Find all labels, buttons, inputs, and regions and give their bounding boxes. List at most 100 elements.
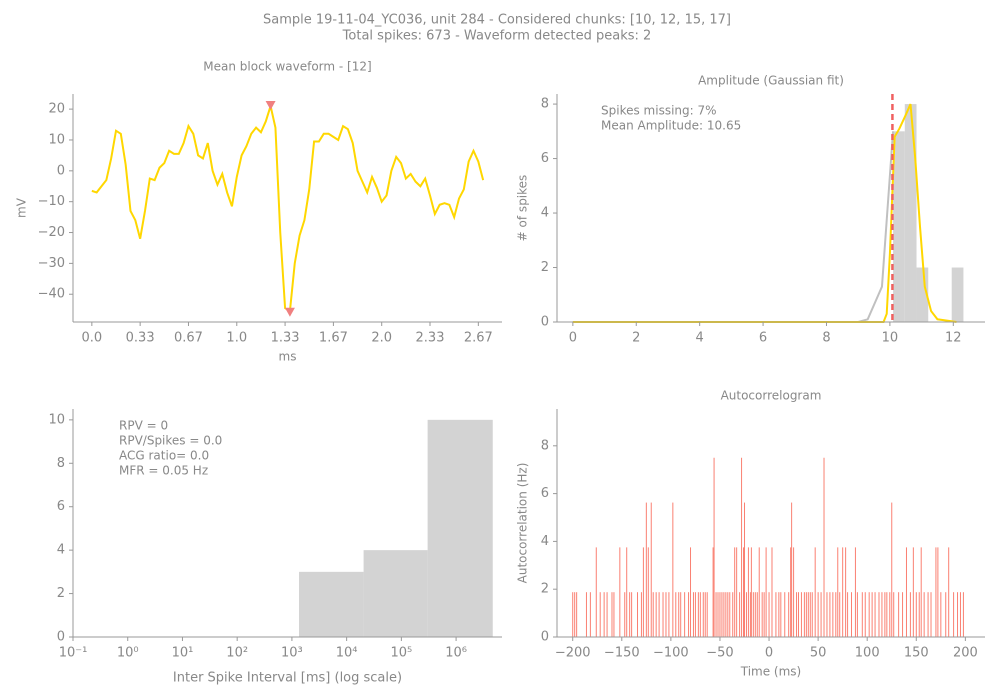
bar xyxy=(835,592,837,637)
y-tick-label: 4 xyxy=(541,206,549,221)
bar xyxy=(750,547,752,637)
bar xyxy=(706,592,708,637)
bar xyxy=(723,592,725,637)
bar xyxy=(800,592,802,637)
x-tick-label: 2.0 xyxy=(371,331,392,346)
bar xyxy=(684,592,686,637)
bar xyxy=(680,592,682,637)
x-tick-label: 10⁴ xyxy=(336,646,358,661)
bar xyxy=(902,592,904,637)
bar xyxy=(589,592,591,637)
histogram-bar xyxy=(299,571,364,637)
bar xyxy=(948,547,950,637)
y-tick-label: −10 xyxy=(38,194,65,209)
x-tick-label: 6 xyxy=(759,331,767,346)
y-tick-label: −40 xyxy=(38,287,65,302)
y-tick-label: 6 xyxy=(541,151,549,166)
bar xyxy=(721,592,723,637)
bar xyxy=(791,502,793,637)
bar xyxy=(768,592,770,637)
x-tick-label: 1.0 xyxy=(226,331,247,346)
x-tick-label: 10⁶ xyxy=(445,646,467,661)
bar xyxy=(647,547,649,637)
x-tick-label: 0.33 xyxy=(126,331,155,346)
y-tick-label: 8 xyxy=(541,438,549,453)
bar xyxy=(920,547,922,637)
bar xyxy=(732,592,734,637)
x-tick-label: 10² xyxy=(226,646,248,661)
bar xyxy=(927,592,929,637)
y-tick-label: 0 xyxy=(57,630,65,645)
bar xyxy=(881,592,883,637)
bar xyxy=(624,592,626,637)
x-axis-label: Time (ms) xyxy=(740,665,802,679)
bar xyxy=(953,592,955,637)
x-tick-label: 2.33 xyxy=(416,331,445,346)
bar xyxy=(893,592,895,637)
bar xyxy=(864,592,866,637)
peak-marker xyxy=(265,101,276,111)
bar xyxy=(891,502,893,637)
x-tick-label: 200 xyxy=(953,646,978,661)
bar xyxy=(878,592,880,637)
x-tick-label: 10¹ xyxy=(172,646,194,661)
bar xyxy=(729,592,731,637)
bar xyxy=(658,592,660,637)
y-tick-label: −20 xyxy=(38,225,65,240)
bar xyxy=(758,547,760,637)
x-tick-label: 0.0 xyxy=(81,331,102,346)
x-tick-label: 0 xyxy=(765,646,773,661)
bar xyxy=(629,592,631,637)
chart-title: Amplitude (Gaussian fit) xyxy=(698,74,844,88)
annotation: RPV = 0 xyxy=(119,419,168,433)
bar xyxy=(854,547,856,637)
y-tick-label: 10 xyxy=(48,132,65,147)
peak-marker xyxy=(284,307,295,317)
bar xyxy=(744,502,746,637)
bar xyxy=(889,592,891,637)
histogram-bar xyxy=(893,131,905,322)
bar xyxy=(606,592,608,637)
x-tick-label: 10⁻¹ xyxy=(59,646,88,661)
bar xyxy=(788,592,790,637)
bar xyxy=(820,592,822,637)
bar xyxy=(940,592,942,637)
bar xyxy=(771,547,773,637)
bar xyxy=(688,592,690,637)
y-tick-label: −30 xyxy=(38,256,65,271)
x-tick-label: 1.33 xyxy=(271,331,300,346)
annotation: Mean Amplitude: 10.65 xyxy=(601,119,741,133)
bar xyxy=(959,592,961,637)
histogram-bar xyxy=(904,104,917,322)
y-tick-label: 2 xyxy=(57,586,65,601)
bar xyxy=(692,592,694,637)
figure-title: Sample 19-11-04_YC036, unit 284 - Consid… xyxy=(263,13,731,28)
bar xyxy=(847,592,849,637)
histogram-bar xyxy=(916,267,929,322)
bar xyxy=(861,592,863,637)
bar xyxy=(613,592,615,637)
x-tick-label: 100 xyxy=(855,646,880,661)
bar xyxy=(719,592,721,637)
bar xyxy=(923,592,925,637)
bar xyxy=(749,592,751,637)
bar xyxy=(811,592,813,637)
histogram-bar xyxy=(363,550,428,637)
bar xyxy=(898,592,900,637)
annotation: MFR = 0.05 Hz xyxy=(119,464,208,478)
bar xyxy=(619,547,621,637)
bar xyxy=(739,592,741,637)
bar xyxy=(741,457,743,637)
bar xyxy=(699,592,701,637)
bar xyxy=(756,592,758,637)
y-tick-label: 2 xyxy=(541,260,549,275)
bar xyxy=(572,592,574,637)
bar xyxy=(784,592,786,637)
bar xyxy=(734,547,736,637)
fit-line xyxy=(572,103,957,323)
bar xyxy=(918,592,920,637)
y-axis-label: # of spikes xyxy=(516,175,530,242)
bar xyxy=(713,457,715,637)
bar xyxy=(642,547,644,637)
